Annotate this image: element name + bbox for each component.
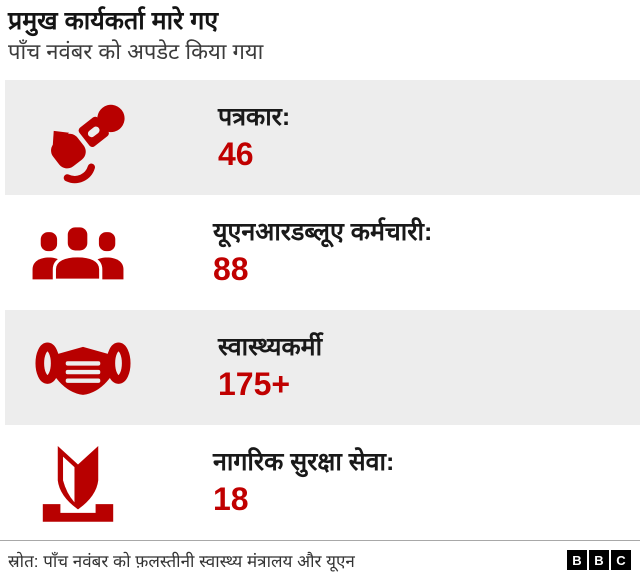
stat-row-civil-defence: नागरिक सुरक्षा सेवा: 18 [0,425,640,540]
stat-row-unrwa-staff: यूएनआरडब्लूए कर्मचारी: 88 [0,195,640,310]
stat-label: यूएनआरडब्लूए कर्मचारी: [213,217,433,246]
stat-text: यूएनआरडब्लूए कर्मचारी: 88 [213,217,432,288]
stat-text: पत्रकार: 46 [218,102,290,173]
face-mask-icon [33,330,133,406]
stat-row-health-workers: स्वास्थ्यकर्मी 175+ [5,310,640,425]
page-title: प्रमुख कार्यकर्ता मारे गए [8,7,219,35]
stat-value: 18 [213,481,249,518]
stat-label: स्वास्थ्यकर्मी [218,332,323,361]
civil-defence-shield-icon [28,435,128,531]
stat-text: नागरिक सुरक्षा सेवा: 18 [213,447,394,518]
stat-row-journalists: पत्रकार: 46 [5,80,640,195]
header: प्रमुख कार्यकर्ता मारे गए पाँच नवंबर को … [0,0,640,80]
footer: स्रोत: पाँच नवंबर को फ़लस्तीनी स्वास्थ्य… [0,540,640,579]
bbc-logo-block: C [611,550,631,570]
stat-rows: पत्रकार: 46 यूएनआरडब्लूए कर्मच [0,80,640,540]
stat-value: 175+ [218,366,291,403]
stat-label: नागरिक सुरक्षा सेवा: [213,447,395,476]
source-note: स्रोत: पाँच नवंबर को फ़लस्तीनी स्वास्थ्य… [8,551,355,571]
bbc-logo-block: B [567,550,587,570]
stat-text: स्वास्थ्यकर्मी 175+ [218,332,322,403]
page-subtitle: पाँच नवंबर को अपडेट किया गया [8,39,264,65]
stat-value: 88 [213,251,249,288]
stat-value: 46 [218,136,254,173]
people-group-icon [28,221,128,285]
stat-label: पत्रकार: [218,102,291,131]
microphone-in-hand-icon [33,92,133,184]
bbc-logo: B B C [567,550,631,570]
bbc-logo-block: B [589,550,609,570]
